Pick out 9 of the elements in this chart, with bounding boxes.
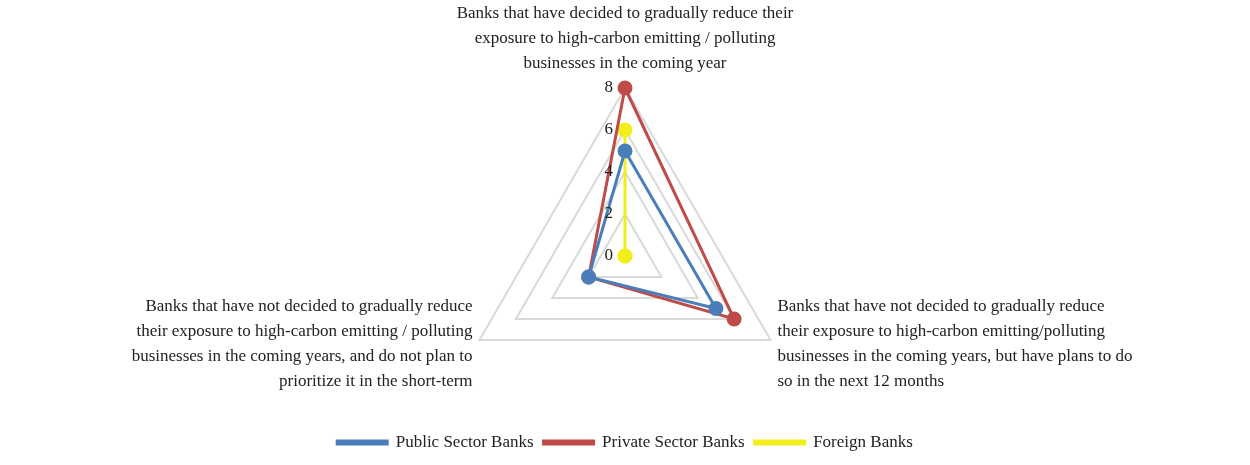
spoke-label: Banks that have not decided to gradually reduce their exposure to high-carbon emitting/polluting businesses in the coming years, but have plans to do so in the next 12 months [777,295,1133,390]
y-tick-label: 8 [604,77,613,97]
legend-label: Private Sector Banks [602,431,745,451]
legend-label: Public Sector Banks [395,431,534,451]
spoke-label: Banks that have decided to gradually reduce their exposure to high-carbon emitting / polluting businesses in the coming year [456,2,794,72]
legend-label: Foreign Banks [813,431,913,451]
y-tick-label: 0 [604,245,613,265]
y-tick-label: 6 [604,119,613,139]
spoke-label: Banks that have not decided to gradually reduce their exposure to high-carbon emitting / polluting businesses in the coming years, and do not plan to prioritize it in the short-term [131,295,474,390]
